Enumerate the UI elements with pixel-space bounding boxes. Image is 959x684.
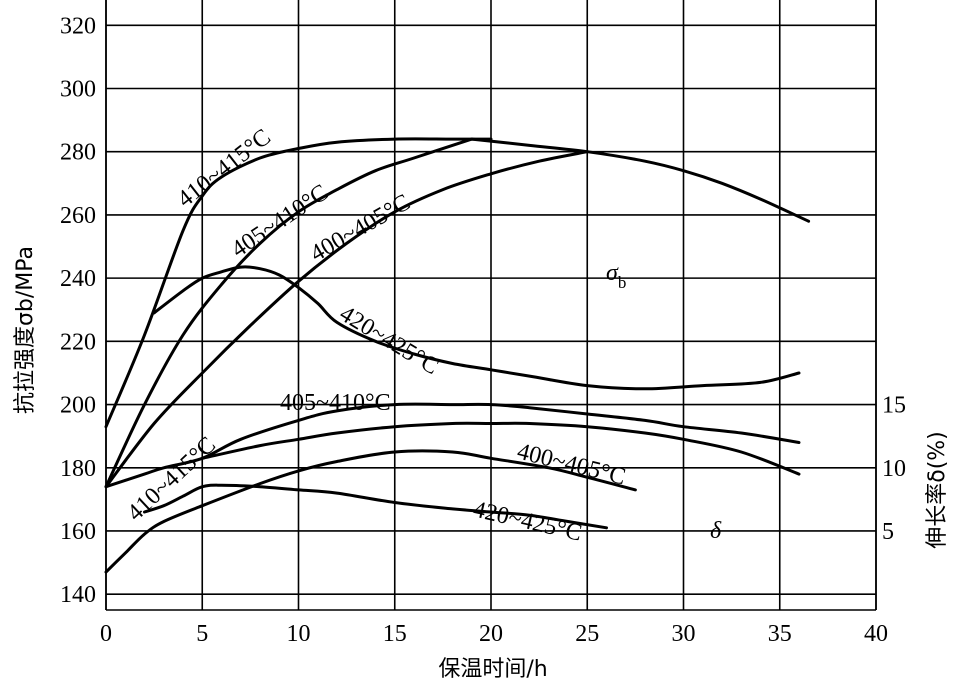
y-left-tick-label: 140 bbox=[60, 582, 96, 608]
series-label: 405~410°C bbox=[280, 390, 391, 416]
series-labels: 410~415°C405~410°C400~405°C420~425°C410~… bbox=[122, 124, 628, 547]
delta-curve bbox=[104, 449, 637, 574]
sigma-b-symbol: σb bbox=[606, 260, 626, 292]
delta-curve bbox=[143, 483, 608, 530]
y-axis-right-title: 伸长率δ(%) bbox=[925, 431, 950, 549]
x-tick-label: 30 bbox=[672, 621, 696, 647]
y-right-tick-label: 5 bbox=[882, 519, 894, 545]
x-tick-label: 5 bbox=[196, 621, 208, 647]
delta-curve bbox=[104, 402, 801, 489]
x-tick-label: 20 bbox=[479, 621, 503, 647]
y-left-tick-label: 240 bbox=[60, 266, 96, 292]
sigma-b-curve bbox=[104, 150, 589, 489]
y-left-tick-label: 220 bbox=[60, 329, 96, 355]
y-axis-left-title: 抗拉强度σb/MPa bbox=[13, 246, 38, 414]
x-tick-label: 25 bbox=[575, 621, 599, 647]
x-tick-label: 10 bbox=[287, 621, 311, 647]
x-tick-label: 0 bbox=[100, 621, 112, 647]
sigma-b-curve bbox=[104, 137, 474, 489]
y-left-tick-label: 280 bbox=[60, 140, 96, 166]
series-label: 420~425°C bbox=[335, 301, 443, 380]
y-left-tick-label: 160 bbox=[60, 519, 96, 545]
tick-labels: 0 5 10 15 20 25 30 35 40 140 160 180 200 220 240 260 280… bbox=[60, 13, 906, 647]
curves bbox=[104, 137, 811, 574]
sigma-b-curve bbox=[104, 137, 493, 429]
y-right-tick-label: 10 bbox=[882, 456, 906, 482]
x-tick-label: 35 bbox=[768, 621, 792, 647]
x-axis-title: 保温时间/h bbox=[438, 657, 547, 682]
x-tick-label: 40 bbox=[864, 621, 888, 647]
y-left-tick-label: 300 bbox=[60, 76, 96, 102]
y-left-tick-label: 260 bbox=[60, 203, 96, 229]
sigma-symbol: σ bbox=[606, 260, 619, 286]
delta-symbol: δ bbox=[710, 518, 722, 544]
sigma-b-curve bbox=[152, 265, 801, 391]
y-left-tick-label: 320 bbox=[60, 13, 96, 39]
sigma-subscript: b bbox=[618, 273, 627, 292]
y-right-tick-label: 15 bbox=[882, 393, 906, 419]
delta-curve bbox=[200, 421, 801, 476]
x-tick-label: 15 bbox=[383, 621, 407, 647]
sigma-b-curve bbox=[470, 137, 811, 223]
series-label: 420~425°C bbox=[471, 497, 585, 547]
series-label: 400~405°C bbox=[515, 439, 629, 491]
y-left-tick-label: 180 bbox=[60, 456, 96, 482]
series-label: 410~415°C bbox=[173, 124, 276, 213]
y-left-tick-label: 200 bbox=[60, 393, 96, 419]
